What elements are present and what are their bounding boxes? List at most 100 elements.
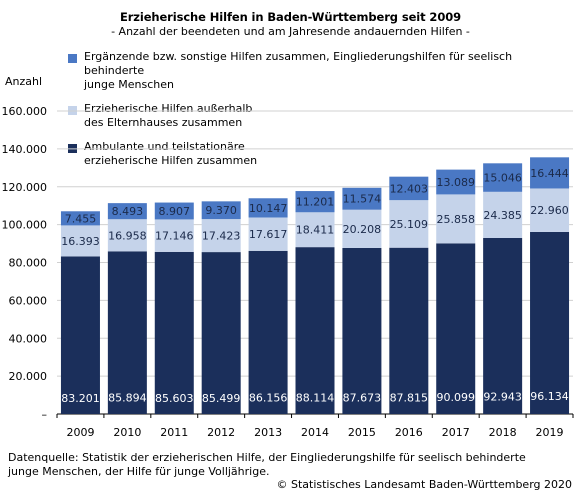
y-tick-label: 60.000	[9, 294, 48, 307]
y-tick-label: 20.000	[9, 370, 48, 383]
bar-ambulant	[201, 252, 241, 414]
data-label-ausserhalb: 22.960	[530, 204, 569, 217]
data-label-ausserhalb: 17.617	[249, 228, 288, 241]
data-label-ambulant: 86.156	[249, 392, 288, 405]
y-tick-label: –	[42, 408, 48, 421]
y-tick-label: 160.000	[2, 105, 48, 118]
x-tick-label: 2010	[113, 426, 141, 439]
copyright-notice: © Statistisches Landesamt Baden-Württemb…	[276, 478, 572, 491]
bar-ergaenzend	[389, 176, 429, 201]
bar-ambulant	[342, 247, 382, 414]
data-label-ausserhalb: 20.208	[343, 223, 382, 236]
bar-ausserhalb	[342, 209, 382, 248]
data-label-ambulant: 85.894	[108, 392, 147, 405]
x-tick-label: 2014	[301, 426, 329, 439]
data-label-ambulant: 88.114	[296, 391, 335, 404]
bar-ergaenzend	[436, 169, 476, 195]
bar-ergaenzend	[154, 202, 194, 220]
x-tick-label: 2015	[348, 426, 376, 439]
legend-item-ergaenzend: Ergänzende bzw. sonstige Hilfen zusammen…	[68, 50, 568, 92]
data-label-ausserhalb: 16.393	[61, 235, 100, 248]
bar-ergaenzend	[107, 203, 147, 220]
x-tick-label: 2013	[254, 426, 282, 439]
legend-label-ausserhalb-1: Erzieherische Hilfen außerhalb	[84, 102, 253, 115]
data-label-ergaenzend: 16.444	[530, 167, 569, 180]
y-tick-label: 40.000	[9, 332, 48, 345]
footnote-source: Datenquelle: Statistik der erzieherische…	[8, 451, 526, 478]
data-label-ergaenzend: 11.201	[296, 196, 335, 209]
bar-ambulant	[530, 231, 570, 414]
bar-ambulant	[154, 251, 194, 414]
y-axis-label: Anzahl	[5, 75, 43, 88]
legend-label-ausserhalb-2: des Elternhauses zusammen	[84, 116, 243, 129]
data-label-ausserhalb: 24.385	[483, 209, 522, 222]
legend-label-ambulant-2: erzieherische Hilfen zusammen	[84, 154, 258, 167]
y-tick-label: 120.000	[2, 181, 48, 194]
bar-ergaenzend	[60, 211, 100, 226]
legend-label-ambulant-1: Ambulante und teilstationäre	[84, 140, 245, 153]
x-tick-label: 2016	[395, 426, 423, 439]
bar-ausserhalb	[295, 212, 335, 248]
x-tick-label: 2011	[160, 426, 188, 439]
chart-title: Erzieherische Hilfen in Baden-Württember…	[119, 10, 462, 24]
bar-ausserhalb	[154, 219, 194, 252]
legend-label-ergaenzend-1: Ergänzende bzw. sonstige Hilfen zusammen…	[84, 50, 513, 77]
bar-ausserhalb	[201, 219, 241, 253]
bar-ergaenzend	[248, 198, 288, 218]
data-label-ambulant: 96.134	[530, 390, 569, 403]
data-label-ergaenzend: 7.455	[65, 212, 97, 225]
data-label-ambulant: 87.673	[343, 391, 382, 404]
x-tick-label: 2012	[207, 426, 235, 439]
y-tick-label: 100.000	[2, 219, 48, 232]
bar-ergaenzend	[530, 157, 570, 189]
x-tick-label: 2019	[536, 426, 564, 439]
bar-ambulant	[60, 256, 100, 414]
data-label-ausserhalb: 16.958	[108, 229, 147, 242]
data-label-ergaenzend: 8.907	[159, 205, 191, 218]
data-label-ergaenzend: 12.403	[390, 182, 429, 195]
bar-ergaenzend	[342, 187, 382, 210]
bar-ambulant	[295, 247, 335, 414]
bar-ambulant	[389, 247, 429, 414]
data-label-ergaenzend: 9.370	[205, 204, 237, 217]
data-label-ergaenzend: 8.493	[112, 205, 144, 218]
data-label-ambulant: 83.201	[61, 392, 100, 405]
bar-ambulant	[248, 250, 288, 414]
data-label-ambulant: 90.099	[436, 391, 475, 404]
data-label-ergaenzend: 13.089	[436, 176, 475, 189]
bar-ausserhalb	[60, 225, 100, 257]
chart-subtitle: - Anzahl der beendeten und am Jahresende…	[111, 25, 470, 38]
data-label-ausserhalb: 25.109	[390, 218, 429, 231]
bar-ausserhalb	[248, 217, 288, 251]
data-label-ausserhalb: 17.146	[155, 230, 194, 243]
data-label-ergaenzend: 11.574	[343, 193, 382, 206]
data-label-ergaenzend: 10.147	[249, 202, 288, 215]
data-label-ambulant: 85.499	[202, 392, 241, 405]
y-tick-label: 80.000	[9, 257, 48, 270]
x-tick-label: 2009	[66, 426, 94, 439]
legend-swatch-ergaenzend	[68, 54, 77, 63]
legend-item-ausserhalb: Erzieherische Hilfen außerhalb des Elter…	[68, 102, 568, 130]
bar-ergaenzend	[201, 201, 241, 220]
data-label-ambulant: 87.815	[390, 391, 429, 404]
bar-ausserhalb	[483, 191, 523, 238]
data-label-ambulant: 92.943	[483, 390, 522, 403]
data-label-ergaenzend: 15.046	[483, 172, 522, 185]
data-label-ausserhalb: 25.858	[436, 213, 475, 226]
data-label-ausserhalb: 18.411	[296, 224, 335, 237]
bar-ambulant	[107, 251, 147, 414]
legend-label-ergaenzend-2: junge Menschen	[84, 78, 174, 91]
x-tick-label: 2018	[489, 426, 517, 439]
bar-ausserhalb	[389, 200, 429, 248]
bar-ausserhalb	[530, 188, 570, 232]
data-label-ausserhalb: 17.423	[202, 230, 241, 243]
bar-ergaenzend	[483, 163, 523, 192]
data-label-ambulant: 85.603	[155, 392, 194, 405]
bar-ambulant	[483, 237, 523, 414]
x-tick-label: 2017	[442, 426, 470, 439]
bar-ausserhalb	[436, 194, 476, 244]
bar-ausserhalb	[107, 219, 147, 252]
y-tick-label: 140.000	[2, 143, 48, 156]
bar-ergaenzend	[295, 191, 335, 213]
